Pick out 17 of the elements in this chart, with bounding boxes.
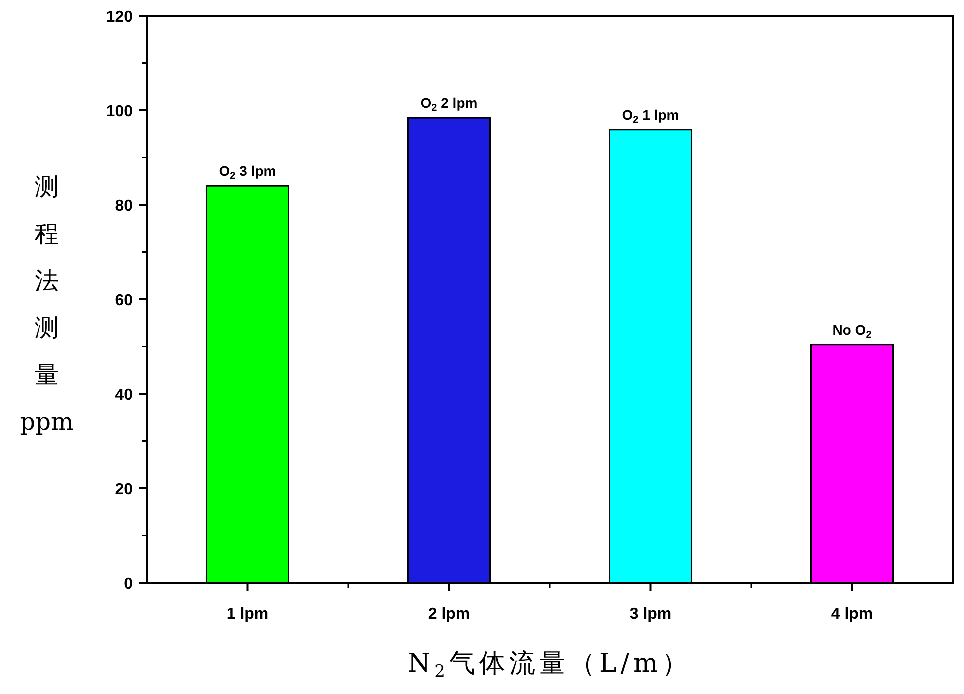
y-tick-label: 20 [115,482,134,498]
x-axis-title: N$_{2}$气体流量（L/m） [408,649,692,682]
annotation: No O$_{2}$ [832,322,872,341]
annotation: O$_{2}$ 2 lpm [420,95,478,114]
x-tick-label: 4 lpm [831,606,874,623]
y-tick-label: 100 [106,104,134,120]
y-axis-title: 测程法测量ppm [20,173,74,436]
y-tick-label: 120 [106,9,134,26]
annotation: O$_{2}$ 1 lpm [622,106,680,126]
y-tick-label: 60 [115,292,134,310]
y-tick-label: 0 [124,576,134,593]
x-tick-label: 1 lpm [226,606,269,623]
annotation: O$_{2}$ 3 lpm [219,163,276,182]
x-tick-label: 2 lpm [428,606,470,623]
x-tick-label: 3 lpm [630,606,672,623]
y-tick-label: 80 [115,198,134,215]
y-tick-label: 40 [115,387,134,404]
